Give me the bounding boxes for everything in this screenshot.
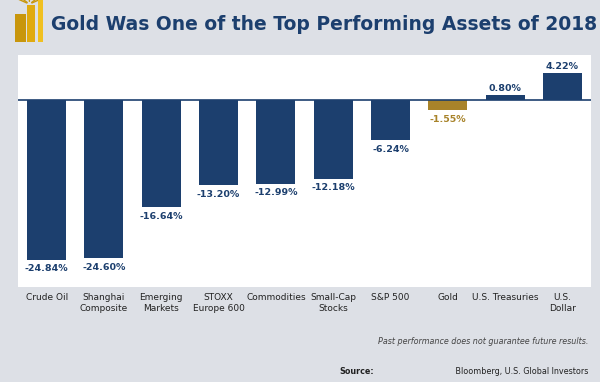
FancyBboxPatch shape — [15, 14, 26, 42]
Text: -13.20%: -13.20% — [197, 189, 240, 199]
FancyBboxPatch shape — [38, 0, 43, 42]
Bar — [85, 100, 124, 258]
Text: Bloomberg, U.S. Global Investors: Bloomberg, U.S. Global Investors — [452, 367, 588, 376]
Bar — [256, 100, 295, 184]
Text: Gold Was One of the Top Performing Assets of 2018: Gold Was One of the Top Performing Asset… — [51, 15, 597, 34]
FancyBboxPatch shape — [27, 5, 35, 42]
Bar — [428, 100, 467, 110]
Text: -16.64%: -16.64% — [139, 212, 183, 221]
Bar — [142, 100, 181, 207]
Bar — [27, 100, 66, 260]
Text: -24.60%: -24.60% — [82, 263, 125, 272]
Bar — [371, 100, 410, 141]
Text: -24.84%: -24.84% — [25, 264, 68, 273]
Text: 0.80%: 0.80% — [488, 84, 521, 93]
Text: -12.18%: -12.18% — [311, 183, 355, 192]
Text: Past performance does not guarantee future results.: Past performance does not guarantee futu… — [377, 337, 588, 346]
Bar — [199, 100, 238, 185]
Text: -12.99%: -12.99% — [254, 188, 298, 197]
Text: 4.22%: 4.22% — [546, 62, 579, 71]
Text: -6.24%: -6.24% — [372, 145, 409, 154]
Text: Source:: Source: — [339, 367, 374, 376]
Bar — [543, 73, 582, 100]
Text: -1.55%: -1.55% — [430, 115, 466, 124]
Bar — [485, 95, 524, 100]
Bar — [314, 100, 353, 178]
